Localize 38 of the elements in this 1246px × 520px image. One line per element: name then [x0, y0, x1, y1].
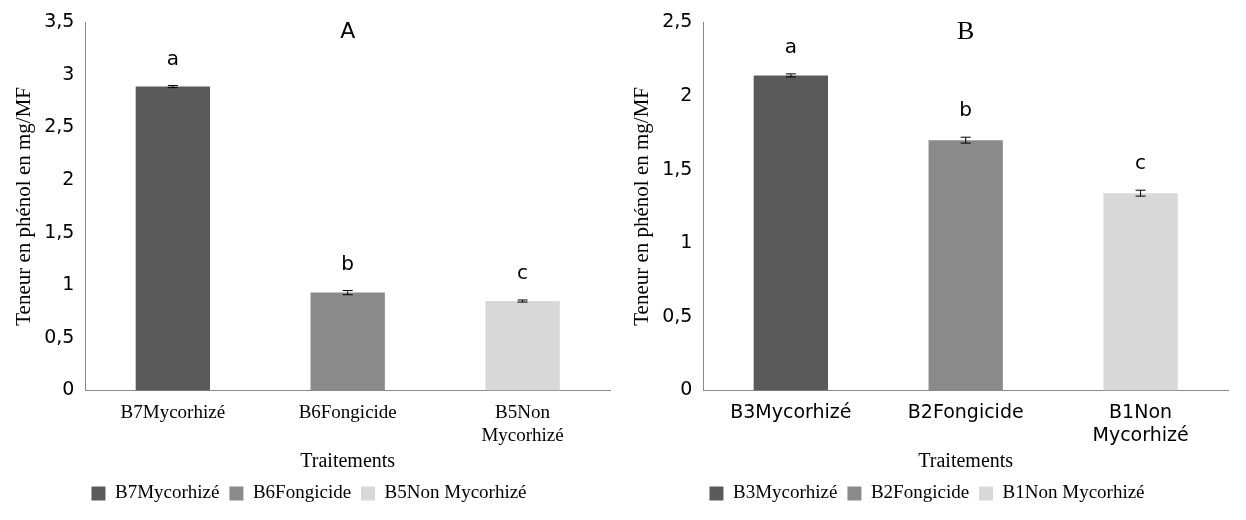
y-axis-title: Teneur en phénol en mg/MF: [11, 86, 36, 326]
x-tick-label: B3Mycorhizé: [730, 399, 852, 422]
y-tick-label: 0,5: [662, 303, 693, 326]
x-tick-label: B5Non Mycorhizé: [481, 400, 564, 445]
legend-label: B7Mycorhizé: [114, 481, 220, 503]
legend-label: B2Fongicide: [870, 481, 970, 503]
chart-title: B: [957, 16, 975, 46]
y-tick-label: 1,5: [662, 156, 693, 179]
y-tick-label: 3: [62, 61, 75, 84]
legend-label: B6Fongicide: [252, 481, 352, 503]
x-axis-title: Traitements: [300, 449, 396, 472]
annotation: b: [341, 250, 355, 275]
y-tick-label: 3,5: [44, 9, 75, 32]
y-tick-label: 1,5: [44, 219, 75, 242]
legend-label: B3Mycorhizé: [732, 481, 838, 503]
annotation: a: [784, 34, 797, 59]
x-tick-label: B6Fongicide: [298, 400, 397, 422]
legend-label: B1Non Mycorhizé: [1002, 481, 1145, 503]
y-tick-label: 0: [680, 377, 693, 400]
x-axis-title: Traitements: [918, 449, 1014, 472]
y-tick-label: 1: [680, 230, 693, 253]
y-tick-label: 0,5: [44, 324, 75, 347]
annotation: c: [1135, 150, 1147, 175]
x-tick-label: B1Non Mycorhizé: [1092, 399, 1189, 445]
y-tick-label: 2: [680, 82, 693, 105]
x-tick-label: B7Mycorhizé: [120, 400, 226, 422]
y-tick-label: 0: [62, 377, 75, 400]
legend-label: B5Non Mycorhizé: [384, 481, 527, 503]
chart-title: A: [340, 18, 356, 44]
y-tick-label: 2: [62, 167, 75, 190]
x-tick-label: B2Fongicide: [907, 399, 1024, 422]
annotation: a: [166, 45, 179, 70]
y-tick-label: 2,5: [662, 9, 693, 32]
y-tick-label: 1: [62, 272, 75, 295]
annotation: b: [959, 97, 973, 122]
annotation: c: [517, 260, 529, 285]
y-axis-title: Teneur en phénol en mg/MF: [629, 86, 654, 326]
y-tick-label: 2,5: [44, 114, 75, 137]
